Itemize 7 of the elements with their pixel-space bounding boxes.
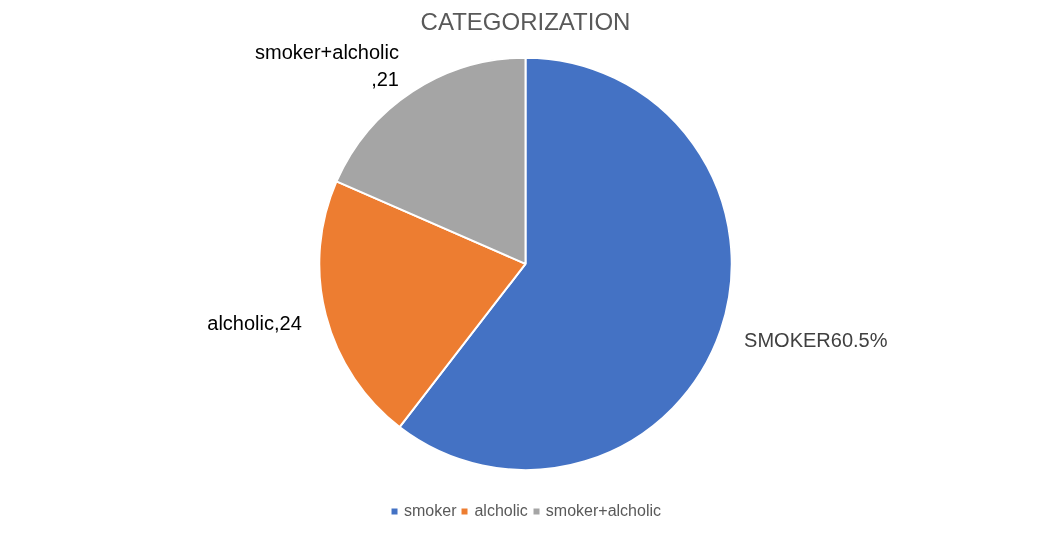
legend-label: smoker bbox=[404, 502, 457, 520]
legend-label: smoker+alcholic bbox=[545, 502, 661, 520]
data-label: alcholic,24 bbox=[207, 311, 302, 334]
chart-title: CATEGORIZATION bbox=[420, 7, 631, 35]
data-label: SMOKER60.5% bbox=[744, 329, 888, 352]
legend-label: alcholic bbox=[474, 502, 528, 520]
data-label: smoker+alcholic ,21 bbox=[255, 41, 399, 90]
